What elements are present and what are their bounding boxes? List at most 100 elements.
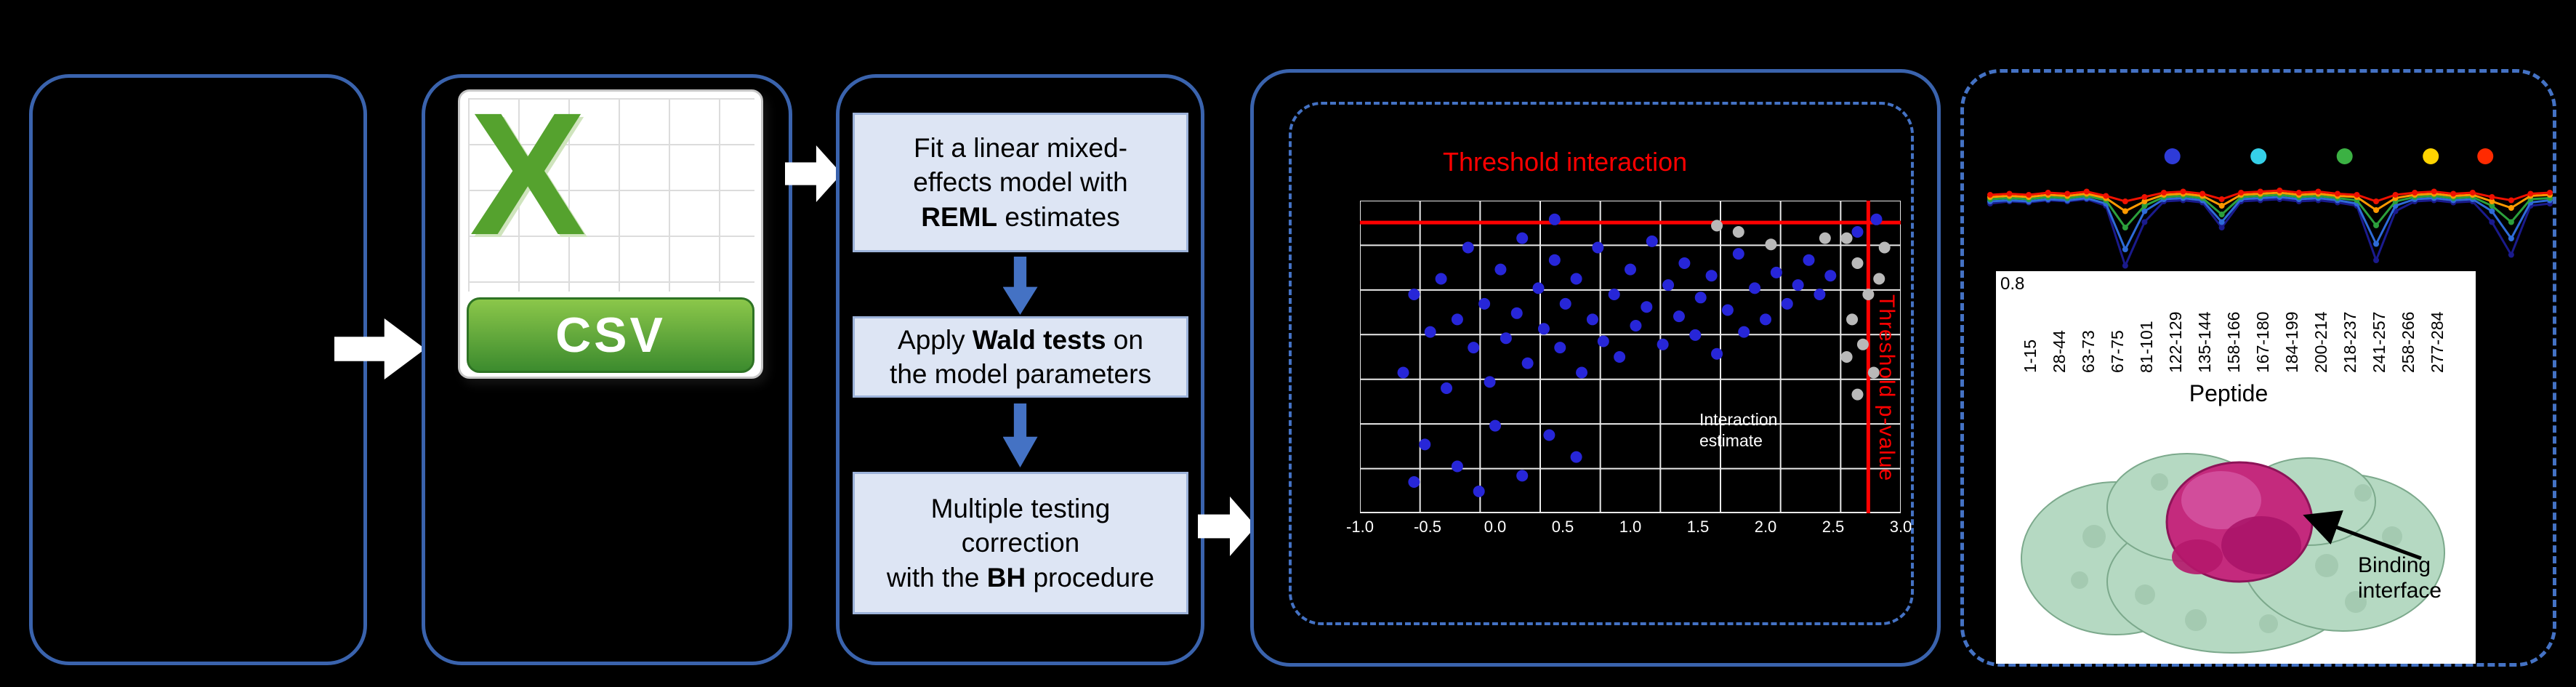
scatter-point xyxy=(1625,263,1636,276)
scatter-point xyxy=(1765,238,1777,251)
scatter-point xyxy=(1851,388,1864,401)
threshold-interaction-label: Threshold interaction xyxy=(1443,147,1688,177)
scatter-point xyxy=(1870,213,1883,225)
x-tick-label: 1.5 xyxy=(1686,518,1710,536)
scatter-point xyxy=(1489,419,1501,432)
x-tick-label: 0.5 xyxy=(1551,518,1574,536)
scatter-point xyxy=(1862,289,1875,300)
scatter-point xyxy=(1694,292,1707,304)
scatter-point xyxy=(1500,332,1512,345)
scatter-point xyxy=(1484,376,1496,388)
scatter-point xyxy=(1473,485,1485,497)
scatter-point xyxy=(1548,213,1561,225)
scatter-point xyxy=(1646,235,1658,247)
volcano-x-ticks: -1.0 -0.5 0.0 0.5 1.0 1.5 2.0 2.5 3.0 xyxy=(1346,518,1912,541)
step-wald-line1: Apply Wald tests on xyxy=(898,324,1143,355)
scatter-point xyxy=(1532,282,1545,294)
scatter-point xyxy=(1711,220,1723,232)
scatter-point xyxy=(1851,257,1864,269)
peptide-axis-labels: 1-15 28-44 63-73 67-75 81-101 122-129 135-144 1… xyxy=(1996,271,2476,380)
peptide-tick-label: 1-15 xyxy=(2021,339,2040,373)
down-arrow-icon xyxy=(1002,403,1038,467)
threshold-pvalue-label: Threshold p-value xyxy=(1875,294,1899,482)
step-reml: Fit a linear mixed- effects model with R… xyxy=(853,113,1188,252)
x-axis-annotation: Interaction estimate xyxy=(1699,409,1777,451)
scatter-point xyxy=(1537,323,1550,335)
scatter-point xyxy=(1657,338,1669,350)
scatter-point xyxy=(1689,329,1702,341)
scatter-point xyxy=(1397,366,1409,379)
binding-label-line1: Binding xyxy=(2358,553,2431,577)
scatter-point xyxy=(1846,313,1859,326)
scatter-point xyxy=(1521,357,1534,369)
peptide-tick-label: 241-257 xyxy=(2370,311,2388,373)
x-tick-label: 2.0 xyxy=(1754,518,1777,536)
scatter-point xyxy=(1614,351,1626,363)
binding-label-line2: interface xyxy=(2358,578,2442,603)
stage-results-box: 0.8 1-15 28-44 63-73 67-75 81-101 122-129 135-… xyxy=(1960,69,2556,667)
scatter-point xyxy=(1867,366,1880,379)
scatter-point xyxy=(1592,241,1604,254)
scatter-point xyxy=(1516,470,1529,482)
step-bh-line3: with the BH procedure xyxy=(886,562,1155,592)
flow-arrow-3-icon xyxy=(1198,497,1256,556)
scatter-point xyxy=(1408,289,1420,300)
stage-input-box xyxy=(29,74,367,665)
scatter-point xyxy=(1597,335,1609,347)
stage-model-box: Fit a linear mixed- effects model with R… xyxy=(836,74,1204,665)
scatter-point xyxy=(1494,263,1507,276)
scatter-point xyxy=(1824,270,1837,282)
condition-dot-icon xyxy=(2250,148,2267,164)
x-tick-label: -1.0 xyxy=(1346,518,1374,536)
scatter-point xyxy=(1851,226,1864,238)
volcano-dashed-frame xyxy=(1289,102,1914,625)
scatter-point xyxy=(1662,279,1675,292)
step-bh-line2: correction xyxy=(961,528,1080,558)
scatter-point xyxy=(1873,273,1885,285)
scatter-point xyxy=(1814,289,1826,300)
scatter-point xyxy=(1721,304,1734,316)
peptide-tick-label: 158-166 xyxy=(2224,311,2243,373)
protein-structure-image xyxy=(2021,453,2445,654)
condition-dot-icon xyxy=(2477,148,2494,164)
csv-label: CSV xyxy=(467,297,754,373)
condition-dot-icon xyxy=(2423,148,2439,164)
x-tick-label: 1.0 xyxy=(1619,518,1642,536)
scatter-point xyxy=(1678,257,1691,269)
scatter-point xyxy=(1435,273,1447,285)
scatter-point xyxy=(1819,232,1831,244)
flow-arrow-2-icon xyxy=(785,145,842,202)
scatter-point xyxy=(1840,351,1853,363)
x-tick-label: 2.5 xyxy=(1822,518,1845,536)
excel-x-icon: X xyxy=(470,76,587,271)
scatter-point xyxy=(1732,248,1744,260)
peptide-tick-label: 63-73 xyxy=(2079,330,2098,373)
scatter-point xyxy=(1781,297,1793,310)
scatter-point xyxy=(1462,241,1474,254)
peptide-tick-label: 200-214 xyxy=(2311,311,2330,373)
binding-interface-region xyxy=(2165,461,2314,583)
peptide-tick-label: 258-266 xyxy=(2399,311,2418,373)
peptide-tick-label: 28-44 xyxy=(2050,330,2069,373)
x-tick-label: -0.5 xyxy=(1414,518,1441,536)
step-wald: Apply Wald tests on the model parameters xyxy=(853,316,1188,398)
peptide-tick-label: 135-144 xyxy=(2195,311,2214,373)
scatter-point xyxy=(1738,326,1750,338)
step-reml-line3: REML estimates xyxy=(921,201,1120,232)
peptide-tick-label: 184-199 xyxy=(2282,311,2301,373)
scatter-point xyxy=(1803,254,1815,266)
peptide-tick-label: 122-129 xyxy=(2166,311,2185,373)
peptide-tick-label: 81-101 xyxy=(2137,321,2156,373)
down-arrow-icon xyxy=(1002,257,1038,315)
scatter-point xyxy=(1792,279,1804,292)
x-tick-label: 3.0 xyxy=(1889,518,1912,536)
scatter-point xyxy=(1856,338,1869,350)
condition-dot-icon xyxy=(2164,148,2181,164)
scatter-point xyxy=(1419,438,1431,451)
binding-interface-arrow-icon xyxy=(2303,510,2422,561)
scatter-point xyxy=(1468,342,1480,354)
scatter-point xyxy=(1608,289,1620,300)
binding-interface-label: Binding interface xyxy=(2358,553,2474,603)
scatter-point xyxy=(1760,313,1771,326)
